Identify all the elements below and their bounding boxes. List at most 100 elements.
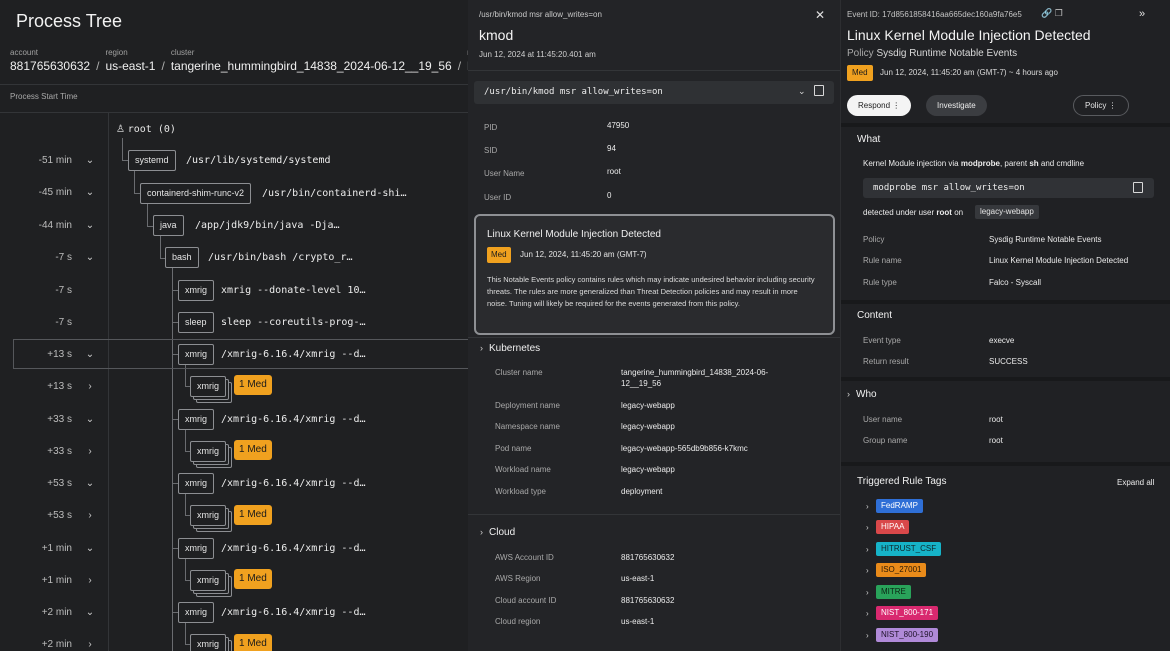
field-value: legacy-webapp — [621, 422, 675, 431]
chevron-down-icon[interactable]: ⌄ — [85, 187, 95, 198]
chevron-down-icon[interactable]: ⌄ — [85, 349, 95, 360]
expand-all-link[interactable]: Expand all — [1117, 478, 1155, 487]
close-icon[interactable]: ✕ — [815, 8, 826, 22]
field-value: SUCCESS — [989, 357, 1028, 366]
tree-connector — [185, 451, 190, 452]
process-node[interactable]: xmrig — [190, 376, 226, 397]
process-node[interactable]: xmrig — [178, 344, 214, 365]
process-node[interactable]: xmrig — [190, 505, 226, 526]
tree-connector — [122, 138, 123, 160]
tree-root[interactable]: ♙ root (0) — [116, 124, 176, 135]
process-node[interactable]: xmrig — [178, 280, 214, 301]
severity-badge: Med — [847, 65, 873, 81]
copy-icon[interactable] — [1133, 182, 1143, 193]
chevron-right-icon[interactable]: › — [88, 381, 92, 392]
severity-badge[interactable]: 1 Med — [234, 505, 272, 525]
tree-connector — [185, 644, 190, 645]
tag-badge: HIPAA — [876, 520, 910, 534]
chevron-right-icon[interactable]: › — [88, 575, 92, 586]
field-label: Deployment name — [495, 401, 560, 410]
chevron-right-icon[interactable]: › — [88, 446, 92, 457]
namespace-chip[interactable]: legacy-webapp — [975, 205, 1039, 219]
tag-badge: ISO_27001 — [876, 563, 927, 577]
severity-badge[interactable]: 1 Med — [234, 569, 272, 589]
process-node[interactable]: xmrig — [178, 473, 214, 494]
breadcrumb-account[interactable]: account 881765630632 — [10, 48, 91, 73]
process-node[interactable]: xmrig — [190, 570, 226, 591]
tree-connector — [185, 558, 186, 580]
cmdline-code[interactable]: modprobe msr allow_writes=on — [863, 178, 1154, 198]
severity-badge[interactable]: 1 Med — [234, 375, 272, 395]
row-time: +1 min — [41, 575, 72, 586]
severity-badge[interactable]: 1 Med — [234, 440, 272, 460]
process-node[interactable]: xmrig — [178, 538, 214, 559]
link-icon[interactable]: 🔗 — [1041, 8, 1053, 18]
divider — [468, 70, 840, 71]
chevron-right-icon: › — [847, 389, 850, 399]
process-node[interactable]: xmrig — [190, 634, 226, 651]
chevron-down-icon[interactable]: ⌄ — [85, 478, 95, 489]
process-timestamp: Jun 12, 2024 at 11:45:20.401 am — [479, 50, 596, 59]
process-node[interactable]: bash — [165, 247, 199, 268]
chevron-right-icon[interactable]: › — [88, 510, 92, 521]
tree-connector — [160, 258, 165, 259]
tree-connector — [185, 580, 190, 581]
chevron-right-icon: › — [866, 588, 869, 597]
policy-button[interactable]: Policy ⋮ — [1073, 95, 1129, 116]
cloud-section-toggle[interactable]: › Cloud — [480, 527, 516, 538]
tree-connector — [185, 386, 190, 387]
content-section-title: Content — [857, 310, 893, 321]
tag-badge: FedRAMP — [876, 499, 923, 513]
process-node[interactable]: java — [153, 215, 184, 236]
tree-connector — [172, 483, 178, 484]
chevron-down-icon[interactable]: ⌄ — [798, 86, 806, 96]
copy-icon[interactable]: ❐ — [1054, 8, 1063, 18]
breadcrumb: account 881765630632 / region us-east-1 / clus… — [10, 48, 468, 78]
process-node[interactable]: xmrig — [190, 441, 226, 462]
investigate-button[interactable]: Investigate — [926, 95, 987, 116]
chevron-right-icon: › — [866, 545, 869, 554]
tree-connector — [134, 193, 140, 194]
process-command: /usr/bin/containerd-shi… — [262, 188, 407, 199]
divider — [0, 84, 468, 85]
row-time: -7 s — [55, 317, 72, 328]
field-label: Workload type — [495, 487, 546, 496]
chevron-down-icon[interactable]: ⌄ — [85, 155, 95, 166]
breadcrumb-region[interactable]: region us-east-1 — [105, 48, 156, 73]
chevron-down-icon[interactable]: ⌄ — [85, 607, 95, 618]
divider — [468, 514, 840, 515]
tree-connector — [172, 268, 173, 651]
breadcrumb-namespace[interactable]: namespacelegacy-webapp — [467, 48, 468, 73]
field-label: Namespace name — [495, 422, 560, 431]
alert-title: Linux Kernel Module Injection Detected — [487, 229, 661, 240]
process-node[interactable]: xmrig — [178, 602, 214, 623]
divider — [0, 112, 468, 113]
alert-card[interactable]: Linux Kernel Module Injection Detected M… — [474, 214, 835, 335]
tree-connector — [134, 171, 135, 193]
who-section-toggle[interactable]: › Who — [847, 389, 877, 400]
kubernetes-section-toggle[interactable]: › Kubernetes — [480, 343, 541, 354]
chevron-down-icon[interactable]: ⌄ — [85, 220, 95, 231]
respond-button[interactable]: Respond ⋮ — [847, 95, 912, 116]
breadcrumb-cluster[interactable]: cluster tangerine_hummingbird_14838_2024-… — [170, 48, 452, 73]
chevron-right-icon[interactable]: › — [88, 639, 92, 650]
tree-connector — [172, 322, 178, 323]
tree-connector — [147, 226, 153, 227]
field-value: 47950 — [607, 121, 630, 130]
collapse-panel-icon[interactable]: » — [1139, 8, 1146, 20]
field-label: PID — [484, 123, 498, 132]
chevron-down-icon[interactable]: ⌄ — [85, 252, 95, 263]
severity-badge[interactable]: 1 Med — [234, 634, 272, 651]
chevron-down-icon[interactable]: ⌄ — [85, 414, 95, 425]
process-node[interactable]: containerd-shim-runc-v2 — [140, 183, 252, 204]
process-node[interactable]: sleep — [178, 312, 214, 333]
row-time: -44 min — [38, 220, 72, 231]
chevron-down-icon[interactable]: ⌄ — [85, 543, 95, 554]
process-node[interactable]: systemd — [128, 150, 176, 171]
section-separator — [841, 123, 1170, 127]
copy-icon[interactable] — [814, 85, 824, 96]
tree-connector — [122, 160, 128, 161]
command-line-bar[interactable]: /usr/bin/kmod msr allow_writes=on ⌄ — [474, 81, 834, 104]
alert-date: Jun 12, 2024, 11:45:20 am (GMT-7) — [520, 250, 647, 259]
process-node[interactable]: xmrig — [178, 409, 214, 430]
